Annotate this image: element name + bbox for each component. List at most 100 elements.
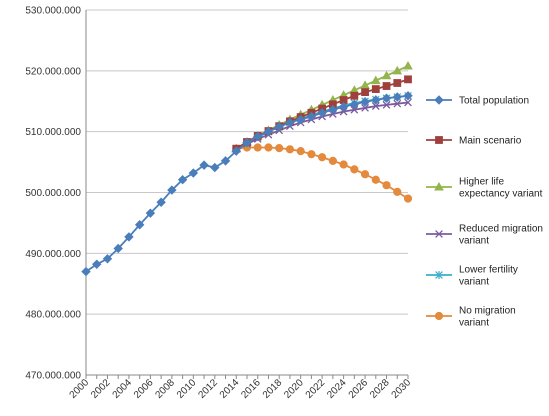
x-tick-label: 2004 <box>111 377 135 401</box>
x-axis: 2000200220042006200820102012201420162018… <box>68 374 414 401</box>
legend-marker <box>435 136 443 144</box>
legend-label: Total population <box>459 96 529 107</box>
data-point <box>338 102 349 112</box>
data-point <box>253 143 262 152</box>
data-point <box>296 147 305 156</box>
data-point <box>134 220 145 230</box>
data-point <box>393 79 402 87</box>
data-point <box>231 146 241 156</box>
data-point <box>263 126 274 137</box>
legend-marker <box>435 230 443 238</box>
data-point <box>113 243 123 254</box>
data-point <box>360 97 370 107</box>
legend-marker <box>434 311 444 321</box>
x-tick-label: 2006 <box>132 377 156 401</box>
data-point <box>382 101 391 109</box>
data-point <box>403 60 413 70</box>
legend-label: variant <box>459 277 489 288</box>
data-point <box>371 85 380 93</box>
data-point <box>188 168 199 178</box>
data-point <box>381 70 392 80</box>
data-point <box>350 165 359 174</box>
data-point <box>242 137 252 148</box>
data-point <box>360 170 370 179</box>
y-tick-label: 490.000.000 <box>25 249 81 260</box>
series-layer <box>81 60 413 277</box>
y-tick-label: 510.000.000 <box>25 127 81 138</box>
data-point <box>392 92 402 102</box>
data-point <box>393 187 402 196</box>
data-point <box>210 162 220 173</box>
data-point <box>92 259 102 269</box>
y-tick-label: 480.000.000 <box>25 310 81 321</box>
x-tick-label: 2028 <box>368 377 392 401</box>
data-point <box>199 160 209 170</box>
legend-label: Reduced migration <box>459 224 543 235</box>
data-point <box>274 122 284 132</box>
data-point <box>275 143 284 153</box>
data-point <box>177 175 188 185</box>
x-tick-label: 2016 <box>239 377 263 401</box>
x-tick-label: 2030 <box>390 377 414 401</box>
data-point <box>102 254 113 264</box>
y-axis: 470.000.000 480.000.000 490.000.000 500.000… <box>25 6 87 382</box>
legend-marker <box>435 271 443 279</box>
x-tick-label: 2008 <box>153 377 177 401</box>
legend-label: Lower fertility <box>459 265 518 276</box>
legend-label: variant <box>459 318 489 329</box>
y-tick-label: 530.000.000 <box>25 6 81 17</box>
series-line <box>85 94 409 273</box>
y-tick-label: 470.000.000 <box>25 371 81 382</box>
x-tick-label: 2012 <box>196 377 220 401</box>
data-point <box>285 117 295 128</box>
gridlines <box>86 9 408 376</box>
legend-marker <box>434 181 444 191</box>
data-point <box>403 91 413 101</box>
data-point <box>328 105 338 115</box>
legend-marker <box>434 95 444 105</box>
legend-entry-0: Total population <box>426 95 529 107</box>
data-point <box>350 105 359 114</box>
y-tick-label: 520.000.000 <box>25 66 81 77</box>
data-point <box>382 181 391 190</box>
data-point <box>339 107 348 116</box>
data-point <box>349 99 360 109</box>
data-point <box>328 156 337 165</box>
data-point <box>404 75 412 84</box>
x-tick-label: 2024 <box>325 377 349 401</box>
x-tick-label: 2010 <box>175 377 199 401</box>
x-tick-label: 2022 <box>304 377 328 401</box>
legend-entry-1: Main scenario <box>426 136 522 147</box>
data-point <box>370 75 381 85</box>
series-0 <box>81 91 413 277</box>
data-point <box>404 98 412 107</box>
data-point <box>382 82 391 90</box>
legend: Total population Main scenario Higher life… <box>426 95 543 329</box>
data-point <box>339 160 348 169</box>
x-tick-label: 2018 <box>261 377 285 401</box>
data-point <box>306 111 317 122</box>
legend-label: No migration <box>459 306 516 317</box>
series-5 <box>232 143 413 203</box>
data-point <box>253 131 263 142</box>
data-point <box>361 88 369 97</box>
legend-label: expectancy variant <box>459 189 543 200</box>
x-tick-label: 2026 <box>347 377 371 401</box>
data-point <box>220 156 231 166</box>
data-point <box>371 95 381 105</box>
x-tick-label: 2020 <box>282 377 306 401</box>
data-point <box>371 102 380 110</box>
data-point <box>371 175 380 184</box>
legend-label: Higher life <box>459 177 504 188</box>
data-point <box>318 153 327 162</box>
data-point <box>295 114 306 125</box>
data-point <box>81 266 91 277</box>
data-point <box>350 91 359 100</box>
legend-label: Main scenario <box>459 136 522 147</box>
legend-label: variant <box>459 236 489 247</box>
